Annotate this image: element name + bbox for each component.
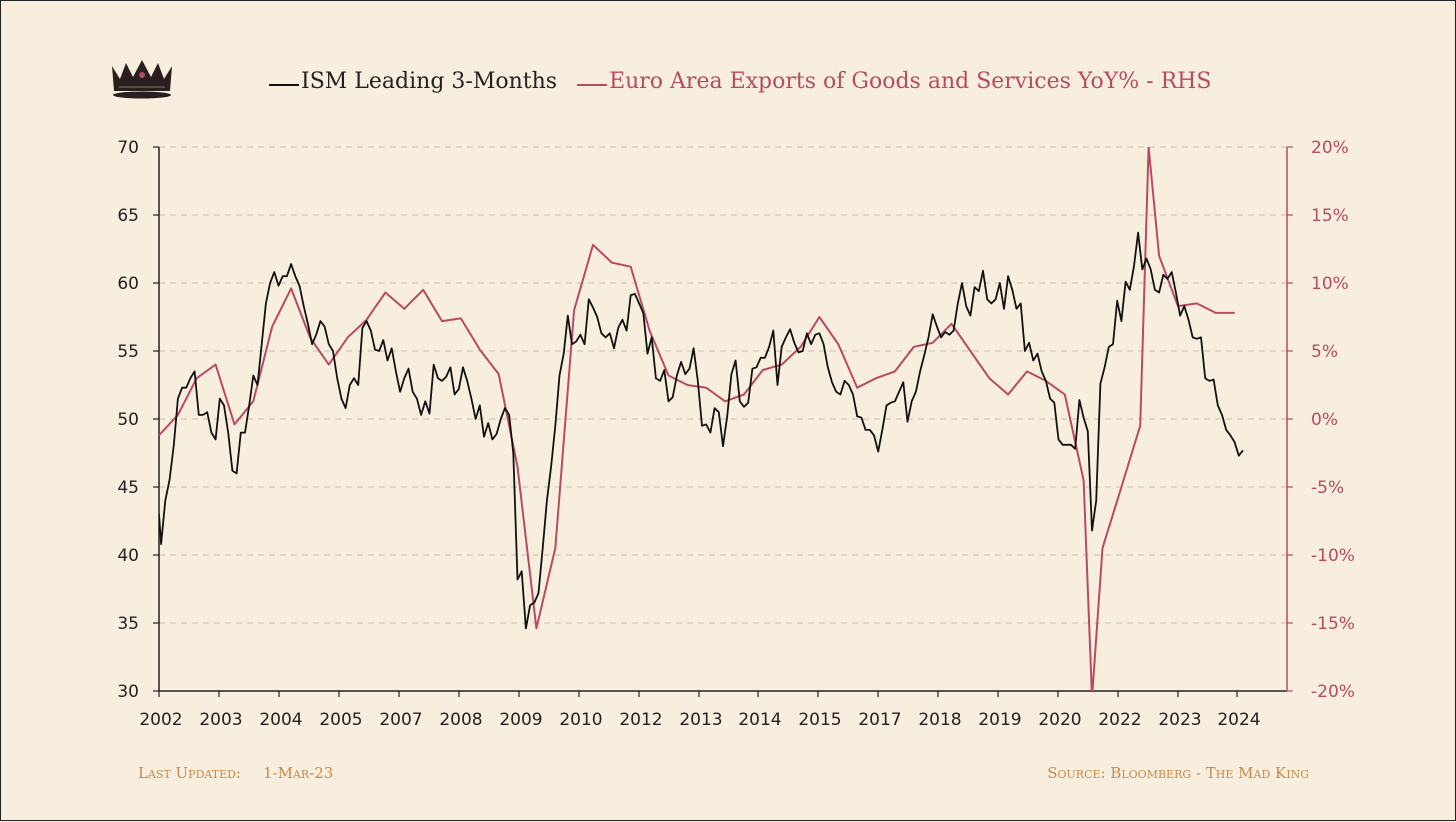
x-axis-tick-label: 2004	[259, 710, 302, 730]
left-axis-tick-label: 60	[117, 274, 139, 294]
left-axis-tick-label: 40	[117, 546, 139, 566]
x-axis-tick-label: 2007	[379, 710, 422, 730]
x-axis-tick-label: 2017	[858, 710, 901, 730]
right-axis-tick-label: -15%	[1311, 614, 1355, 634]
x-axis-tick-label: 2010	[559, 710, 602, 730]
legend-item-ism: ISM Leading 3-Months	[269, 69, 557, 94]
legend-swatch-ism	[269, 84, 299, 86]
x-axis-tick-label: 2024	[1217, 710, 1260, 730]
x-axis-tick-label: 2014	[738, 710, 781, 730]
x-axis-tick-label: 2015	[798, 710, 841, 730]
x-axis-tick-label: 2005	[319, 710, 362, 730]
left-axis-tick-label: 45	[117, 478, 139, 498]
x-axis-tick-label: 2019	[978, 710, 1021, 730]
right-axis-tick-label: 15%	[1311, 206, 1349, 226]
x-axis-tick-label: 2013	[679, 710, 722, 730]
x-axis-tick-label: 2002	[139, 710, 182, 730]
left-axis-tick-label: 70	[117, 138, 139, 158]
x-axis-tick-label: 2008	[439, 710, 482, 730]
right-axis-tick-label: -20%	[1311, 682, 1355, 702]
x-axis-tick-label: 2012	[619, 710, 662, 730]
right-axis-tick-label: 20%	[1311, 138, 1349, 158]
last-updated-label: Last Updated:	[138, 764, 241, 782]
right-axis-tick-label: 10%	[1311, 274, 1349, 294]
left-axis-tick-label: 35	[117, 614, 139, 634]
crown-icon	[112, 60, 172, 99]
x-axis-tick-label: 2020	[1038, 710, 1081, 730]
left-axis-tick-label: 65	[117, 206, 139, 226]
legend-label-ism: ISM Leading 3-Months	[301, 68, 558, 94]
x-axis-tick-label: 2009	[499, 710, 542, 730]
legend-label-exports: Euro Area Exports of Goods and Services …	[609, 68, 1212, 94]
footer-source: Source: Bloomberg - The Mad King	[1047, 764, 1309, 782]
series-line-exports	[159, 147, 1235, 691]
last-updated-date: 1-Mar-23	[263, 764, 334, 782]
x-axis-tick-label: 2018	[918, 710, 961, 730]
legend-item-exports: Euro Area Exports of Goods and Services …	[577, 69, 1211, 94]
series-line-ism	[159, 231, 1244, 630]
right-axis-tick-label: 0%	[1311, 410, 1338, 430]
right-axis-tick-label: 5%	[1311, 342, 1338, 362]
x-axis-tick-label: 2023	[1158, 710, 1201, 730]
right-axis-tick-label: -5%	[1311, 478, 1344, 498]
right-axis-tick-label: -10%	[1311, 546, 1355, 566]
left-axis-tick-label: 30	[117, 682, 139, 702]
chart-legend: ISM Leading 3-Months Euro Area Exports o…	[269, 63, 1231, 99]
footer-last-updated: Last Updated: 1-Mar-23	[138, 764, 333, 782]
x-axis-tick-label: 2003	[199, 710, 242, 730]
legend-swatch-exports	[577, 84, 608, 86]
x-axis-tick-label: 2022	[1098, 710, 1141, 730]
left-axis-tick-label: 55	[117, 342, 139, 362]
left-axis-tick-label: 50	[117, 410, 139, 430]
